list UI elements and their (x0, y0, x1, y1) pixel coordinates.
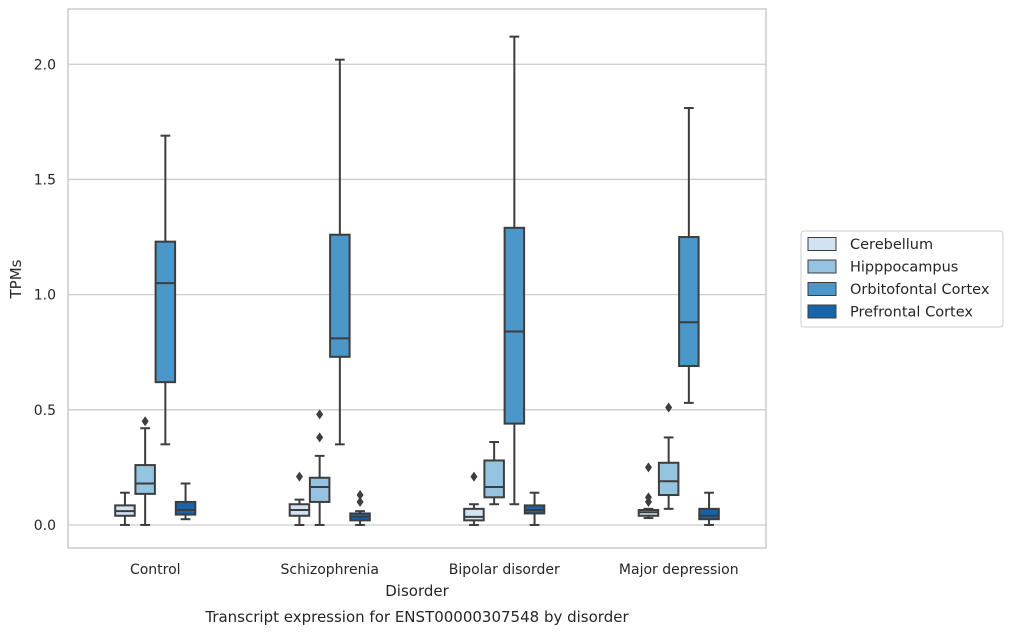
outlier-point (316, 432, 324, 443)
legend-label: Prefrontal Cortex (850, 305, 973, 321)
box (174, 482, 197, 521)
box-iqr (308, 476, 331, 503)
series-prefrontal-cortex (174, 482, 720, 526)
series-hipppocampus (134, 402, 680, 526)
box (637, 462, 660, 520)
x-tick-label: Bipolar disorder (449, 562, 560, 578)
legend-swatch (807, 259, 837, 274)
box (308, 409, 331, 526)
box-iqr (154, 240, 177, 384)
y-tick-label: 2.0 (34, 57, 56, 73)
y-axis-ticks: 0.0 0.5 1.0 1.5 2.0 (34, 57, 56, 534)
y-tick-label: 1.5 (34, 172, 56, 188)
outlier-point (644, 492, 652, 503)
outlier-point (356, 490, 364, 501)
chart-caption: Transcript expression for ENST0000030754… (204, 608, 629, 626)
box-iqr (134, 464, 156, 495)
x-tick-label: Control (130, 562, 181, 578)
outlier-point (316, 409, 324, 420)
box-iqr (698, 507, 720, 521)
outlier-point (356, 496, 364, 507)
box (288, 471, 311, 526)
x-tick-label: Major depression (619, 562, 739, 578)
box-iqr (463, 507, 485, 522)
legend-swatch (807, 282, 837, 296)
outlier-point (665, 402, 673, 413)
y-tick-label: 0.0 (34, 518, 56, 534)
legend-swatch (807, 304, 837, 319)
legend-frame (800, 230, 1004, 328)
box-series-layer (114, 35, 720, 526)
outlier-point (644, 462, 652, 473)
legend: Cerebellum Hipppocampus Orbitofontal Corte… (800, 230, 1004, 328)
series-orbitofontal-cortex (154, 35, 700, 506)
outlier-point (295, 471, 303, 482)
box (523, 491, 546, 526)
grid-lines (68, 63, 766, 526)
series-cerebellum (114, 462, 660, 526)
box (114, 491, 136, 526)
x-axis-ticks: Control Schizophrenia Bipolar disorder Majo… (130, 562, 739, 578)
x-axis-title: Disorder (385, 582, 449, 600)
box-iqr (503, 226, 526, 425)
legend-label: Cerebellum (850, 237, 933, 253)
legend-swatch (807, 237, 837, 251)
box (329, 58, 351, 446)
box-iqr (678, 236, 700, 368)
box-iqr (329, 233, 351, 358)
box (463, 471, 485, 526)
box-iqr (483, 459, 505, 499)
box (134, 416, 156, 526)
box (678, 107, 700, 404)
box (483, 441, 505, 506)
y-tick-label: 0.5 (34, 403, 56, 419)
x-tick-label: Schizophrenia (281, 562, 379, 578)
box (698, 491, 720, 526)
box (154, 134, 177, 446)
box (349, 490, 371, 526)
legend-label: Orbitofontal Cortex (850, 282, 990, 298)
plot-area-frame (67, 8, 767, 549)
legend-label: Hipppocampus (850, 260, 958, 276)
y-axis-title: TPMs (7, 259, 25, 299)
box-iqr (174, 500, 197, 516)
box-iqr (657, 461, 680, 497)
box (503, 35, 526, 506)
outlier-point (470, 471, 478, 482)
outlier-point (141, 416, 149, 427)
box (657, 402, 680, 510)
y-tick-label: 1.0 (34, 288, 56, 304)
